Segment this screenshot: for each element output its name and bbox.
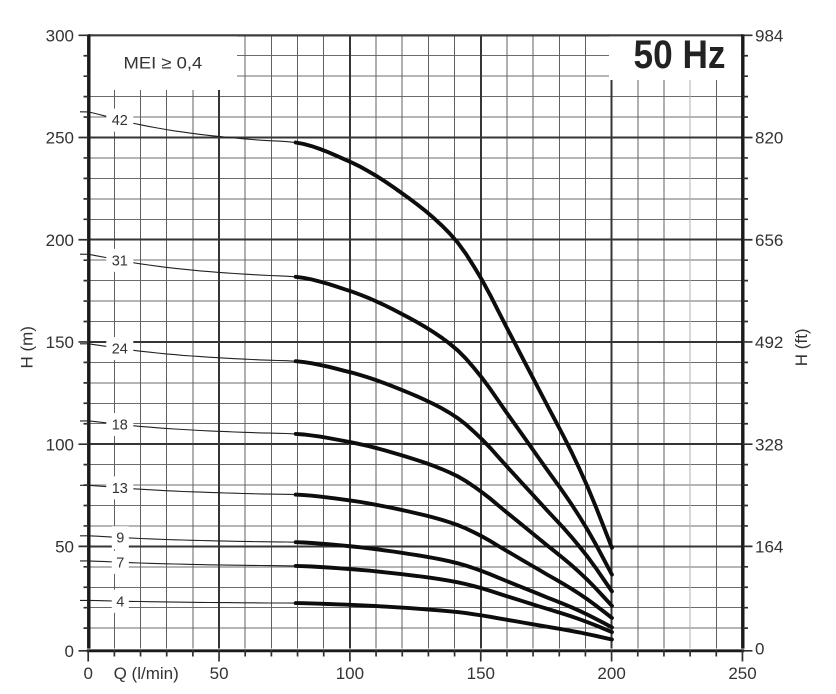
svg-text:656: 656 xyxy=(755,231,783,250)
svg-text:0: 0 xyxy=(83,664,92,683)
svg-text:Q (l/min): Q (l/min) xyxy=(114,664,179,683)
svg-text:MEI ≥ 0,4: MEI ≥ 0,4 xyxy=(124,53,203,72)
svg-text:24: 24 xyxy=(112,342,128,358)
svg-text:200: 200 xyxy=(46,231,74,250)
svg-text:820: 820 xyxy=(755,129,783,148)
svg-text:H (m): H (m) xyxy=(17,326,36,368)
svg-text:150: 150 xyxy=(46,333,74,352)
svg-text:150: 150 xyxy=(467,664,495,683)
svg-text:H (ft): H (ft) xyxy=(792,328,811,366)
svg-text:42: 42 xyxy=(112,113,128,129)
svg-text:100: 100 xyxy=(336,664,364,683)
svg-text:50 Hz: 50 Hz xyxy=(634,33,726,77)
svg-text:250: 250 xyxy=(46,129,74,148)
svg-text:200: 200 xyxy=(597,664,625,683)
svg-text:31: 31 xyxy=(112,253,128,269)
svg-text:13: 13 xyxy=(112,481,128,497)
svg-text:0: 0 xyxy=(65,642,74,661)
svg-text:0: 0 xyxy=(755,640,764,659)
svg-text:328: 328 xyxy=(755,435,783,454)
svg-text:250: 250 xyxy=(728,664,756,683)
svg-text:9: 9 xyxy=(116,531,124,547)
svg-text:7: 7 xyxy=(116,555,124,571)
svg-text:984: 984 xyxy=(755,26,783,45)
svg-text:300: 300 xyxy=(46,26,74,45)
svg-text:164: 164 xyxy=(755,538,783,557)
svg-text:50: 50 xyxy=(55,538,74,557)
svg-text:18: 18 xyxy=(112,418,128,434)
svg-text:492: 492 xyxy=(755,333,783,352)
svg-text:100: 100 xyxy=(46,435,74,454)
svg-text:4: 4 xyxy=(116,594,124,610)
svg-text:50: 50 xyxy=(210,664,229,683)
